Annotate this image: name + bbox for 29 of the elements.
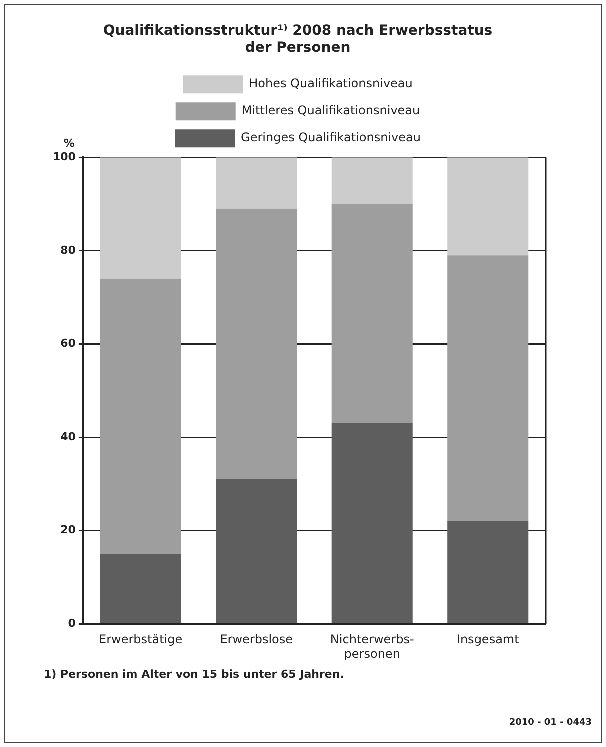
legend-label: Hohes Qualifikationsniveau — [249, 76, 413, 91]
legend-label: Mittleres Qualifikationsniveau — [242, 104, 420, 118]
text: 1) Personen im Alter von 15 bis unter 65 Jahren. — [44, 668, 344, 681]
bar — [448, 158, 529, 256]
y-tick-label: 20 — [60, 524, 76, 537]
bar — [332, 204, 413, 424]
y-tick-label: 0 — [68, 617, 76, 630]
x-tick-label: Nichterwerbs- personen — [330, 632, 414, 661]
text: 2010 - 01 - 0443 — [509, 718, 592, 728]
legend-label: Geringes Qualifikationsniveau — [241, 130, 421, 145]
bar — [100, 554, 182, 624]
y-tick-label: 60 — [60, 337, 76, 350]
bar — [216, 208, 298, 480]
bar — [448, 522, 529, 624]
bar — [100, 158, 182, 279]
x-tick-label: Erwerbstätige — [99, 632, 183, 647]
bar — [100, 278, 182, 554]
chart-title: Qualifikationsstruktur¹⁾ 2008 nach Erwerbsstatus der Personen — [103, 23, 493, 56]
y-tick-label: 80 — [60, 244, 76, 257]
bar — [216, 480, 298, 624]
x-tick-label: Insgesamt — [456, 632, 520, 647]
x-tick-label: Erwerbslose — [220, 632, 294, 647]
bar — [216, 158, 298, 209]
bar — [448, 256, 529, 522]
y-tick-label: 40 — [60, 430, 76, 444]
bar — [332, 158, 413, 204]
y-tick-label: 100 — [52, 150, 76, 164]
bar — [332, 424, 413, 624]
y-axis-title: % — [64, 136, 75, 150]
